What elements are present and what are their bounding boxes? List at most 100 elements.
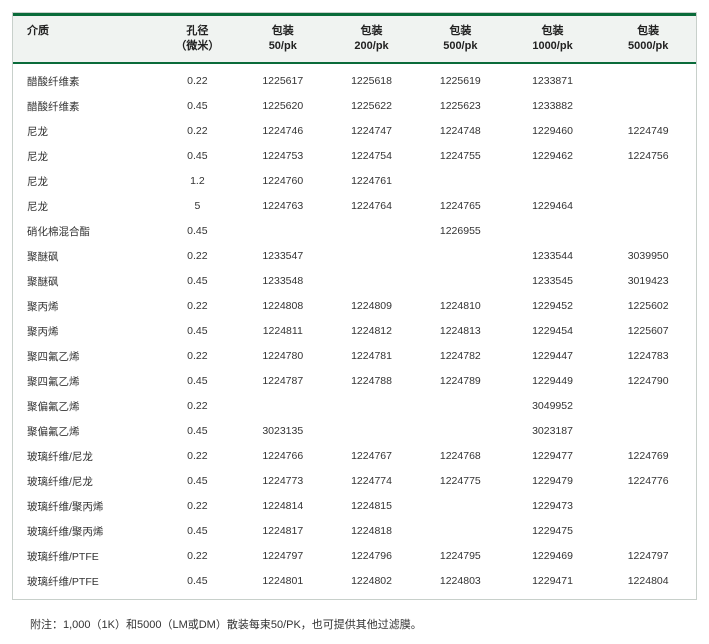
- sku-cell: [600, 63, 696, 94]
- media-cell: 聚偏氟乙烯: [13, 394, 156, 419]
- col-header-6: 包装5000/pk: [600, 15, 696, 63]
- col-header-line1: 包装: [606, 24, 690, 39]
- pore-size-cell: 5: [156, 194, 238, 219]
- sku-cell: 1224775: [416, 469, 505, 494]
- sku-cell: 1224808: [238, 294, 327, 319]
- col-header-3: 包装200/pk: [327, 15, 416, 63]
- table-row: 尼龙51224763122476412247651229464: [13, 194, 696, 219]
- media-cell: 醋酸纤维素: [13, 94, 156, 119]
- sku-cell: [416, 244, 505, 269]
- pore-size-cell: 0.45: [156, 569, 238, 599]
- sku-cell: 3023187: [505, 419, 601, 444]
- media-cell: 尼龙: [13, 144, 156, 169]
- sku-cell: 1224804: [600, 569, 696, 599]
- sku-cell: 1229449: [505, 369, 601, 394]
- header-row: 介质孔径（微米）包装50/pk包装200/pk包装500/pk包装1000/pk…: [13, 15, 696, 63]
- sku-cell: [238, 394, 327, 419]
- sku-cell: 1233547: [238, 244, 327, 269]
- sku-cell: 3049952: [505, 394, 601, 419]
- pore-size-cell: 0.22: [156, 444, 238, 469]
- table-row: 聚醚砜0.22123354712335443039950: [13, 244, 696, 269]
- sku-cell: 1224817: [238, 519, 327, 544]
- media-cell: 尼龙: [13, 119, 156, 144]
- table-row: 聚丙烯0.22122480812248091224810122945212256…: [13, 294, 696, 319]
- pore-size-cell: 0.45: [156, 219, 238, 244]
- sku-cell: 1224812: [327, 319, 416, 344]
- sku-cell: 1229469: [505, 544, 601, 569]
- table-row: 玻璃纤维/尼龙0.2212247661224767122476812294771…: [13, 444, 696, 469]
- table-row: 聚偏氟乙烯0.4530231353023187: [13, 419, 696, 444]
- media-cell: 玻璃纤维/尼龙: [13, 469, 156, 494]
- sku-cell: 1233548: [238, 269, 327, 294]
- col-header-line1: 包装: [511, 24, 595, 39]
- sku-cell: 1224810: [416, 294, 505, 319]
- col-header-line2: （微米）: [162, 39, 232, 54]
- sku-cell: [600, 194, 696, 219]
- sku-cell: 1224760: [238, 169, 327, 194]
- sku-cell: 1224797: [238, 544, 327, 569]
- media-cell: 尼龙: [13, 194, 156, 219]
- sku-cell: [600, 519, 696, 544]
- sku-cell: [600, 94, 696, 119]
- table-row: 尼龙0.221224746122474712247481229460122474…: [13, 119, 696, 144]
- sku-cell: 1224797: [600, 544, 696, 569]
- table-row: 尼龙1.212247601224761: [13, 169, 696, 194]
- sku-cell: 1224813: [416, 319, 505, 344]
- sku-cell: [600, 494, 696, 519]
- table-row: 醋酸纤维素0.221225617122561812256191233871: [13, 63, 696, 94]
- col-header-line2: 500/pk: [422, 39, 499, 54]
- sku-cell: 1225619: [416, 63, 505, 94]
- pore-size-cell: 0.45: [156, 369, 238, 394]
- sku-cell: 1224811: [238, 319, 327, 344]
- sku-cell: 1224803: [416, 569, 505, 599]
- product-table-container: 介质孔径（微米）包装50/pk包装200/pk包装500/pk包装1000/pk…: [12, 12, 697, 600]
- sku-cell: 1229473: [505, 494, 601, 519]
- pore-size-cell: 0.45: [156, 319, 238, 344]
- col-header-line1: 包装: [244, 24, 321, 39]
- sku-cell: 1225618: [327, 63, 416, 94]
- sku-cell: 1224788: [327, 369, 416, 394]
- sku-cell: 1233882: [505, 94, 601, 119]
- table-row: 玻璃纤维/PTFE0.22122479712247961224795122946…: [13, 544, 696, 569]
- sku-cell: 1225620: [238, 94, 327, 119]
- sku-cell: 1224796: [327, 544, 416, 569]
- sku-cell: 1224765: [416, 194, 505, 219]
- media-cell: 玻璃纤维/PTFE: [13, 544, 156, 569]
- product-table: 介质孔径（微米）包装50/pk包装200/pk包装500/pk包装1000/pk…: [13, 13, 696, 599]
- sku-cell: [327, 419, 416, 444]
- sku-cell: 1229454: [505, 319, 601, 344]
- pore-size-cell: 0.22: [156, 544, 238, 569]
- sku-cell: [505, 169, 601, 194]
- sku-cell: 1224767: [327, 444, 416, 469]
- sku-cell: [238, 219, 327, 244]
- sku-cell: 1224818: [327, 519, 416, 544]
- media-cell: 硝化棉混合酯: [13, 219, 156, 244]
- table-header: 介质孔径（微米）包装50/pk包装200/pk包装500/pk包装1000/pk…: [13, 15, 696, 63]
- pore-size-cell: 0.22: [156, 294, 238, 319]
- table-row: 硝化棉混合酯0.451226955: [13, 219, 696, 244]
- pore-size-cell: 0.45: [156, 469, 238, 494]
- pore-size-cell: 0.22: [156, 494, 238, 519]
- sku-cell: 1224801: [238, 569, 327, 599]
- sku-cell: 1229462: [505, 144, 601, 169]
- col-header-2: 包装50/pk: [238, 15, 327, 63]
- sku-cell: [416, 169, 505, 194]
- sku-cell: 1224789: [416, 369, 505, 394]
- sku-cell: [600, 219, 696, 244]
- col-header-line1: 包装: [422, 24, 499, 39]
- sku-cell: 1225622: [327, 94, 416, 119]
- col-header-line1: 孔径: [162, 24, 232, 39]
- media-cell: 玻璃纤维/尼龙: [13, 444, 156, 469]
- table-row: 玻璃纤维/聚丙烯0.45122481712248181229475: [13, 519, 696, 544]
- sku-cell: [416, 394, 505, 419]
- sku-cell: 1224787: [238, 369, 327, 394]
- sku-cell: [416, 494, 505, 519]
- sku-cell: 1233871: [505, 63, 601, 94]
- sku-cell: 1224753: [238, 144, 327, 169]
- col-header-5: 包装1000/pk: [505, 15, 601, 63]
- media-cell: 聚醚砜: [13, 244, 156, 269]
- sku-cell: [327, 244, 416, 269]
- sku-cell: 1225602: [600, 294, 696, 319]
- sku-cell: 1229471: [505, 569, 601, 599]
- sku-cell: 1229447: [505, 344, 601, 369]
